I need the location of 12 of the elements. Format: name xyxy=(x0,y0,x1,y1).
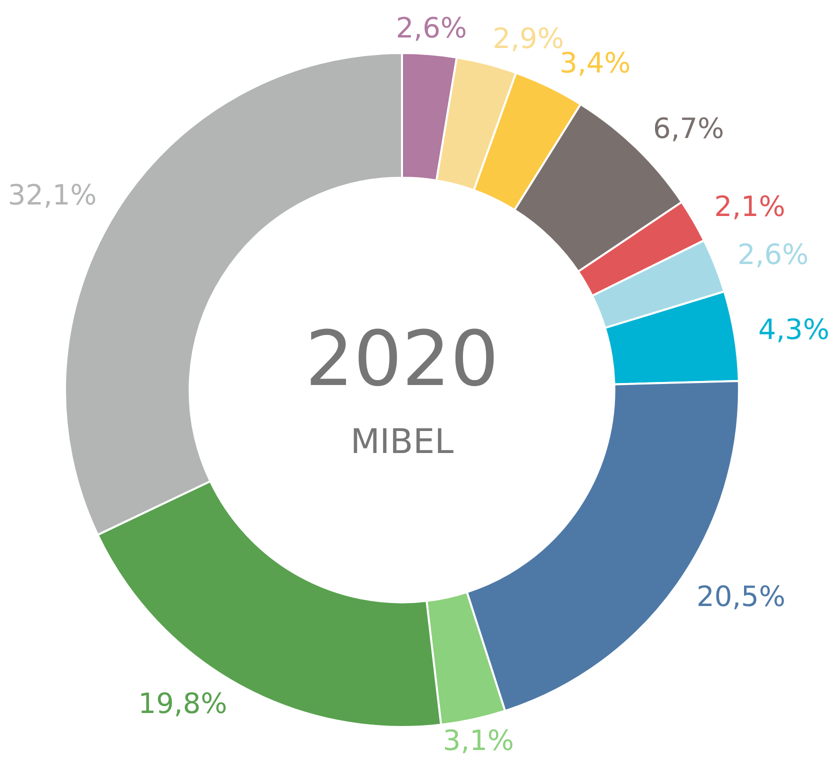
text: 2020 xyxy=(305,314,499,403)
data-label: 3,4% xyxy=(560,46,631,80)
data-label: 2,6% xyxy=(396,11,467,44)
data-label: 19,8% xyxy=(138,687,228,720)
data-label: 20,5% xyxy=(696,580,786,614)
data-label: 3,1% xyxy=(442,724,514,758)
text: MIBEL xyxy=(350,422,454,462)
data-label: 6,7% xyxy=(653,112,724,145)
data-label: 4,3% xyxy=(758,313,830,346)
data-label: 2,1% xyxy=(714,190,786,224)
data-label: 2,6% xyxy=(737,238,809,271)
data-label: 32,1% xyxy=(8,178,97,212)
